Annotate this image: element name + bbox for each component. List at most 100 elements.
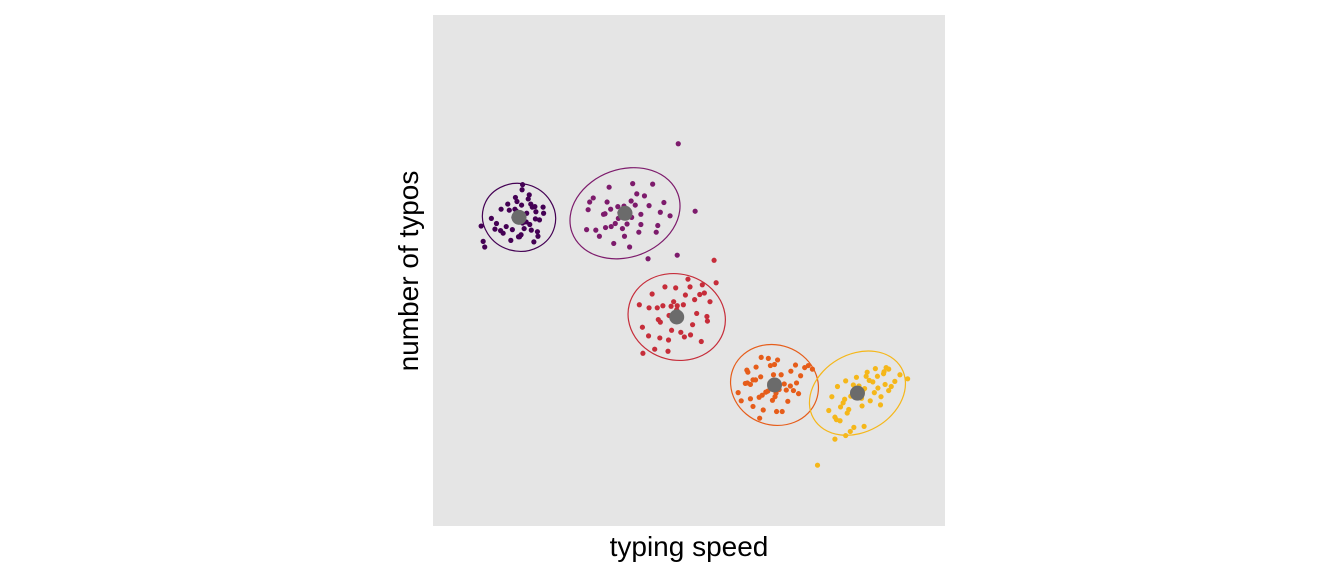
cluster-ellipse: [729, 343, 820, 427]
data-point: [757, 415, 763, 421]
data-point: [673, 285, 679, 291]
data-point: [585, 207, 591, 213]
data-point: [881, 369, 887, 375]
data-point: [878, 394, 884, 400]
data-point: [809, 366, 815, 372]
data-point: [698, 338, 704, 345]
cluster-ellipse: [627, 272, 726, 362]
data-point: [779, 408, 785, 415]
cluster-centroid: [767, 377, 783, 393]
centroids-layer: [511, 205, 865, 401]
data-point: [528, 227, 534, 233]
data-point: [699, 282, 705, 288]
data-point: [518, 202, 525, 208]
data-point: [897, 372, 903, 378]
data-point: [660, 303, 666, 309]
data-point: [509, 227, 515, 233]
data-point: [636, 302, 642, 308]
data-point: [874, 373, 881, 379]
data-point: [630, 181, 636, 187]
data-point: [638, 221, 644, 228]
data-point: [608, 206, 614, 212]
data-point: [790, 387, 797, 394]
data-point: [753, 364, 759, 370]
data-point: [611, 240, 617, 247]
data-point: [793, 380, 800, 386]
data-point: [871, 390, 877, 396]
data-point: [886, 366, 892, 372]
data-point: [665, 348, 671, 354]
data-point: [632, 202, 638, 208]
data-point: [654, 305, 660, 311]
data-point: [758, 374, 764, 380]
data-point: [531, 239, 537, 245]
data-point: [521, 225, 527, 232]
data-point: [781, 381, 787, 387]
data-point: [665, 337, 672, 343]
data-point: [785, 398, 791, 404]
data-point: [478, 223, 484, 229]
data-point: [864, 369, 870, 375]
data-point: [505, 201, 511, 207]
data-point: [905, 376, 911, 382]
data-point: [596, 233, 603, 239]
data-point: [506, 207, 512, 213]
data-point: [886, 387, 892, 394]
cluster-centroid: [849, 385, 865, 401]
data-point: [765, 355, 771, 361]
data-point: [744, 367, 750, 373]
data-point: [744, 380, 750, 386]
data-point: [767, 362, 774, 369]
data-point: [747, 396, 754, 402]
data-point: [805, 362, 811, 369]
data-point: [518, 232, 524, 238]
data-point: [661, 199, 667, 206]
data-point: [482, 244, 488, 250]
data-point: [707, 299, 713, 305]
data-point: [649, 291, 655, 297]
y-axis-label: number of typos: [393, 171, 424, 372]
data-point: [678, 329, 684, 335]
data-point: [859, 403, 865, 409]
data-point: [687, 332, 694, 338]
data-point: [735, 390, 741, 396]
data-point: [671, 299, 677, 305]
data-point: [711, 257, 717, 263]
data-point: [787, 383, 793, 389]
data-point: [833, 417, 840, 423]
data-point: [655, 316, 661, 323]
data-point: [687, 284, 693, 290]
data-point: [639, 324, 646, 330]
data-point: [480, 238, 486, 244]
data-point: [657, 335, 663, 341]
data-point: [608, 223, 614, 230]
cluster-centroid: [669, 309, 685, 325]
data-point: [512, 194, 519, 201]
data-point: [540, 204, 546, 210]
data-point: [525, 196, 531, 202]
plot-panel: [433, 15, 945, 526]
data-point: [584, 227, 590, 233]
data-point: [689, 322, 696, 328]
cluster-ellipse: [569, 167, 681, 260]
data-point: [652, 346, 658, 352]
data-point: [788, 368, 794, 374]
data-point: [674, 252, 680, 258]
data-point: [627, 244, 633, 250]
data-point: [520, 182, 526, 188]
data-point: [488, 215, 494, 221]
data-point: [657, 209, 663, 215]
data-point: [628, 198, 634, 204]
data-point: [535, 233, 541, 239]
data-point: [641, 193, 648, 199]
data-point: [867, 398, 873, 404]
data-point: [832, 436, 838, 442]
data-point: [792, 362, 799, 368]
data-point: [536, 217, 543, 223]
data-point: [526, 192, 532, 198]
data-point: [634, 191, 640, 197]
data-point: [888, 383, 894, 390]
data-point: [770, 372, 777, 378]
